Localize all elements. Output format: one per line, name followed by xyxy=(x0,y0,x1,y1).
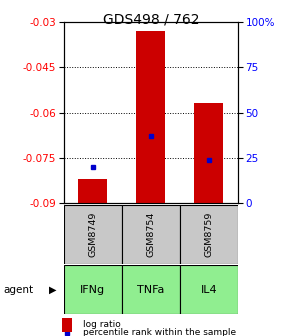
Text: GSM8759: GSM8759 xyxy=(204,212,213,257)
Bar xyxy=(180,205,238,264)
Bar xyxy=(180,265,238,314)
Text: TNFa: TNFa xyxy=(137,285,164,295)
Bar xyxy=(194,103,223,203)
Text: IFNg: IFNg xyxy=(80,285,105,295)
Text: GDS498 / 762: GDS498 / 762 xyxy=(103,13,199,27)
Text: GSM8754: GSM8754 xyxy=(146,212,155,257)
Text: agent: agent xyxy=(3,285,33,295)
Bar xyxy=(122,205,180,264)
Text: ▶: ▶ xyxy=(49,285,57,295)
Bar xyxy=(78,179,107,203)
Bar xyxy=(122,265,180,314)
Bar xyxy=(64,205,122,264)
Text: GSM8749: GSM8749 xyxy=(88,212,97,257)
Bar xyxy=(64,265,122,314)
Bar xyxy=(136,31,165,203)
Text: percentile rank within the sample: percentile rank within the sample xyxy=(83,328,236,336)
Text: IL4: IL4 xyxy=(200,285,217,295)
Text: log ratio: log ratio xyxy=(83,321,120,329)
